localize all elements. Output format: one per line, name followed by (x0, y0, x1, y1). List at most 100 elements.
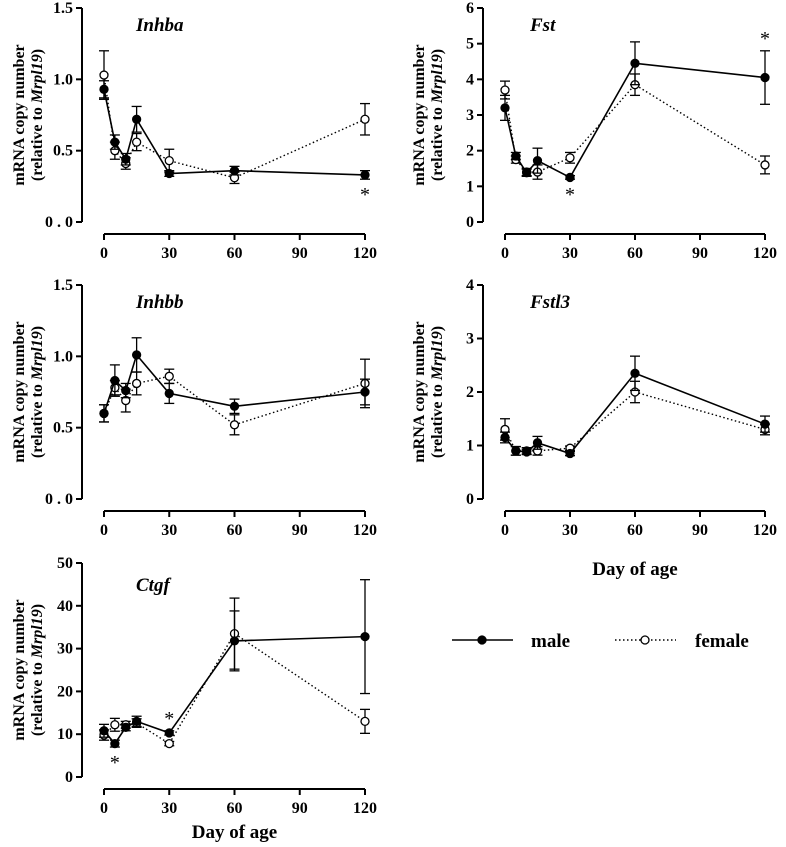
data-point-male (532, 156, 543, 166)
data-point-male (511, 151, 521, 161)
data-point-male (500, 103, 510, 113)
x-tick-label: 0 (100, 245, 108, 262)
series-line-female (504, 83, 766, 173)
x-tick-label: 0 (501, 522, 509, 539)
chart-title: Fstl3 (529, 292, 570, 313)
data-point-male (164, 728, 174, 738)
x-tick-label: 0 (501, 245, 509, 262)
significance-asterisk: * (360, 184, 370, 206)
data-point-female (500, 85, 510, 95)
chart-title: Inhba (135, 15, 184, 36)
y-tick-label: 0 . 0 (45, 214, 73, 231)
x-tick-label: 0 (100, 800, 108, 817)
y-tick-label: 2 (466, 143, 474, 160)
data-point-female (360, 716, 370, 727)
data-point-male (121, 722, 131, 733)
x-tick-label: 90 (692, 245, 708, 262)
data-point-male (360, 631, 370, 642)
y-tick-label: 0 (466, 214, 474, 231)
data-point-male (532, 438, 543, 448)
data-point-male (565, 172, 575, 183)
y-tick-label: 4 (466, 71, 474, 88)
data-point-male (121, 154, 131, 164)
data-point-male (110, 738, 120, 749)
legend-label-male: male (531, 631, 570, 652)
y-tick-label: 3 (466, 331, 474, 348)
legend-marker-female (640, 635, 650, 645)
data-point-male (229, 401, 240, 411)
y-axis-label-sub: (relative to Mrpl19) (29, 326, 46, 458)
data-point-female (229, 420, 240, 430)
data-point-male (110, 375, 120, 386)
chart-panel-fstl3: 0 1 2 3 4 0 30 60 90 120 Fstl3 mRNA copy number (rel… (411, 277, 777, 580)
x-tick-label: 120 (353, 522, 377, 539)
y-tick-label: 1.5 (53, 0, 73, 17)
x-tick-label: 90 (292, 800, 308, 817)
data-point-male (760, 419, 770, 429)
data-point-male (99, 84, 109, 94)
data-point-male (565, 448, 575, 459)
y-tick-label: 0.5 (53, 420, 73, 437)
x-tick-label: 30 (562, 522, 578, 539)
x-tick-label: 120 (753, 245, 777, 262)
data-point-male (229, 165, 240, 176)
y-tick-label: 1.0 (53, 71, 73, 88)
y-axis-label-sub: (relative to Mrpl19) (29, 49, 46, 181)
y-tick-label: 5 (466, 36, 474, 53)
x-tick-label: 120 (353, 245, 377, 262)
y-tick-label: 3 (466, 107, 474, 124)
y-tick-label: 40 (57, 598, 73, 615)
x-tick-label: 30 (562, 245, 578, 262)
data-point-male (131, 716, 142, 727)
y-axis-label: mRNA copy number (11, 599, 28, 740)
x-tick-label: 90 (692, 522, 708, 539)
y-axis-label-sub: (relative to Mrpl19) (429, 49, 446, 181)
x-tick-label: 30 (161, 245, 177, 262)
y-tick-label: 50 (57, 555, 73, 572)
data-point-male (522, 168, 532, 178)
data-point-female (164, 371, 174, 381)
data-point-female (360, 114, 370, 124)
significance-asterisk: * (164, 708, 174, 730)
x-tick-label: 60 (227, 800, 243, 817)
data-point-male (522, 447, 532, 457)
y-axis-label: mRNA copy number (411, 321, 428, 462)
data-point-male (131, 114, 142, 124)
legend-label-female: female (695, 631, 749, 652)
chart-panel-inhbb: 0 . 0 0.5 1.0 1.5 0 30 60 90 120 Inhbb mRNA copy n… (11, 277, 377, 539)
chart-title: Fst (529, 15, 556, 36)
x-tick-label: 120 (353, 800, 377, 817)
x-tick-label: 120 (753, 522, 777, 539)
x-tick-label: 60 (227, 522, 243, 539)
data-point-male (121, 385, 131, 396)
y-tick-label: 0.5 (53, 143, 73, 160)
y-tick-label: 1 (466, 438, 474, 455)
chart-title: Ctgf (136, 575, 171, 596)
x-axis-title: Day of age (592, 559, 677, 580)
y-tick-label: 0 (65, 769, 73, 786)
y-tick-label: 0 . 0 (45, 491, 73, 508)
data-point-female (131, 378, 142, 389)
y-tick-label: 20 (57, 683, 73, 700)
data-point-female (565, 153, 575, 163)
data-point-male (99, 726, 109, 736)
legend-marker-male (477, 635, 487, 645)
data-point-male (99, 408, 109, 419)
data-point-female (110, 720, 120, 730)
chart-panel-ctgf: 0 10 20 30 40 50 0 30 60 90 120 Ctgf mRNA copy numbe… (11, 555, 377, 843)
data-point-male (164, 388, 174, 399)
data-point-male (110, 137, 120, 147)
chart-panel-inhba: 0 . 0 0.5 1.0 1.5 0 30 60 90 120 Inhba mRNA copy n… (11, 0, 377, 262)
x-tick-label: 0 (100, 522, 108, 539)
data-point-male (229, 636, 240, 646)
data-point-male (500, 432, 510, 443)
x-tick-label: 90 (292, 522, 308, 539)
x-tick-label: 90 (292, 245, 308, 262)
data-point-female (131, 137, 142, 147)
data-point-female (760, 160, 770, 170)
y-tick-label: 0 (466, 491, 474, 508)
data-point-male (164, 168, 174, 179)
data-point-female (164, 738, 174, 749)
data-point-male (511, 446, 521, 456)
